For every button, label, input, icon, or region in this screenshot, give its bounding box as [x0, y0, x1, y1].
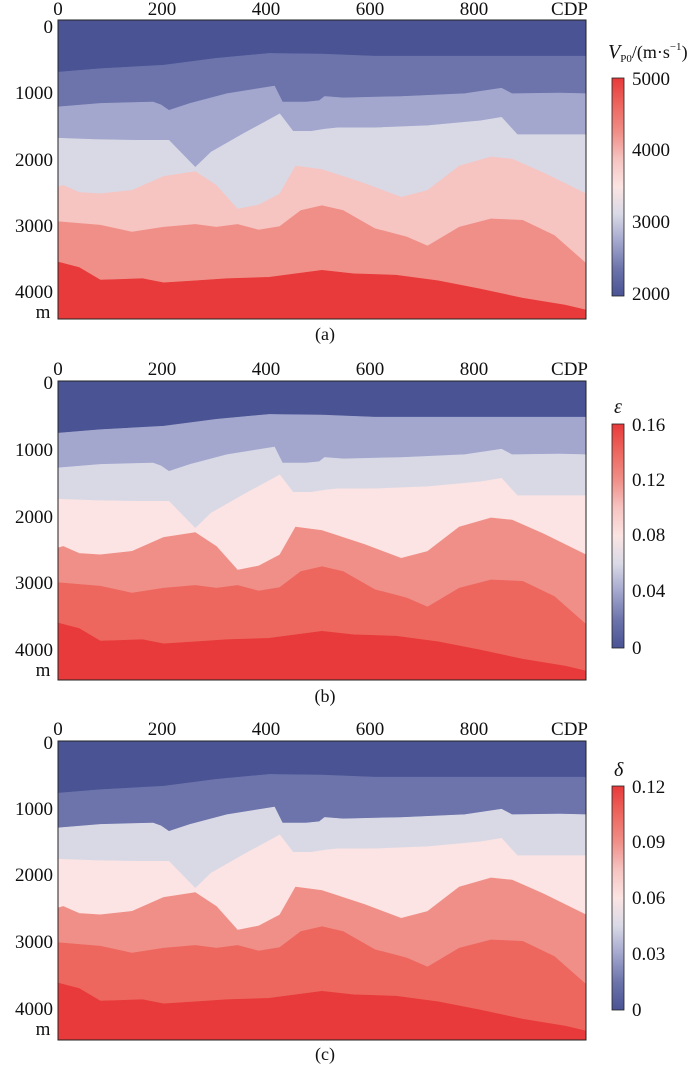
x-tick-label: 200: [148, 719, 177, 740]
y-tick-label: 1000: [15, 83, 53, 104]
panel-b-colorbar: ε 0.16 0.12 0.08 0.04 0: [611, 396, 666, 659]
panel-c-x-ticks: 0 200 400 600 800 CDP: [53, 719, 588, 740]
panel-c-layers: [57, 740, 587, 1041]
colorbar-unit-close: ): [682, 42, 688, 63]
x-tick-label: 400: [252, 0, 281, 20]
x-tick-label: 200: [148, 359, 177, 380]
colorbar-tick: 4000: [632, 140, 670, 161]
x-axis-label: CDP: [551, 719, 588, 740]
y-tick-label: 2000: [15, 507, 53, 528]
colorbar-tick: 5000: [632, 69, 670, 90]
x-tick-label: 600: [356, 0, 385, 20]
x-tick-label: 600: [356, 719, 385, 740]
colorbar-tick: 0.03: [632, 944, 665, 965]
colorbar-var: V: [608, 41, 623, 63]
colorbar-tick: 0: [632, 1000, 642, 1021]
panel-c-caption: (c): [315, 1044, 335, 1065]
colorbar-gradient: [611, 423, 625, 649]
colorbar-title: δ: [614, 759, 624, 781]
x-axis-label: CDP: [551, 0, 588, 20]
panel-a-frame: [57, 19, 587, 320]
colorbar-var-sub: P0: [620, 53, 632, 65]
panel-c-y-ticks: 0 1000 2000 3000 4000 m: [15, 733, 53, 1040]
y-tick-label: 3000: [15, 932, 53, 953]
y-axis-label: m: [36, 1019, 51, 1040]
colorbar-tick: 0: [632, 638, 642, 659]
model-layer-7: [57, 622, 587, 681]
x-tick-label: 800: [460, 719, 489, 740]
colorbar-gradient: [611, 785, 625, 1011]
panel-c: 0 200 400 600 800 CDP 0 1000 2000 3000 4…: [15, 719, 665, 1065]
y-tick-label: 0: [44, 733, 54, 754]
colorbar-tick: 0.09: [632, 832, 665, 853]
x-tick-label: 0: [53, 719, 63, 740]
colorbar-tick: 0.04: [632, 581, 666, 602]
panel-b-caption: (b): [315, 686, 336, 707]
colorbar-tick: 0.12: [632, 470, 665, 491]
y-tick-label: 2000: [15, 150, 53, 171]
colorbar-var: δ: [614, 759, 624, 781]
panel-c-colorbar: δ 0.12 0.09 0.06 0.03 0: [611, 759, 665, 1021]
y-tick-label: 3000: [15, 573, 53, 594]
panel-c-frame: [57, 740, 587, 1041]
x-tick-label: 600: [356, 359, 385, 380]
panel-b-x-ticks: 0 200 400 600 800 CDP: [53, 359, 588, 380]
panel-a-layers: [57, 19, 587, 320]
x-axis-label: CDP: [551, 359, 588, 380]
x-tick-label: 400: [252, 719, 281, 740]
panel-b-frame: [57, 380, 587, 681]
y-tick-label: 4000: [15, 282, 53, 303]
colorbar-title: VP0/(m·s−1): [608, 41, 688, 65]
model-layer-7: [57, 982, 587, 1041]
y-axis-label: m: [36, 302, 51, 323]
panel-a-caption: (a): [315, 324, 335, 345]
y-tick-label: 2000: [15, 865, 53, 886]
y-tick-label: 4000: [15, 640, 53, 661]
colorbar-tick: 2000: [632, 284, 670, 305]
y-tick-label: 4000: [15, 999, 53, 1020]
panel-b-y-ticks: 0 1000 2000 3000 4000 m: [15, 373, 53, 681]
colorbar-unit: /(m·s: [632, 42, 670, 63]
colorbar-var: ε: [614, 396, 622, 418]
x-tick-label: 800: [460, 359, 489, 380]
y-tick-label: 3000: [15, 216, 53, 237]
panel-a: 0 200 400 600 800 CDP 0 1000 2000 3000 4…: [15, 0, 688, 345]
panel-b: 0 200 400 600 800 CDP 0 1000 2000 3000 4…: [15, 359, 666, 707]
x-tick-label: 400: [252, 359, 281, 380]
y-tick-label: 1000: [15, 440, 53, 461]
x-tick-label: 800: [460, 0, 489, 20]
x-tick-label: 0: [53, 359, 63, 380]
y-axis-label: m: [36, 660, 51, 681]
panel-a-y-ticks: 0 1000 2000 3000 4000 m: [15, 17, 53, 323]
colorbar-tick: 0.12: [632, 777, 665, 798]
colorbar-gradient: [611, 77, 625, 297]
model-layer-7: [57, 261, 587, 320]
panel-a-x-ticks: 0 200 400 600 800 CDP: [53, 0, 588, 20]
colorbar-tick: 0.16: [632, 415, 665, 436]
colorbar-tick: 0.06: [632, 888, 665, 909]
panel-a-colorbar: VP0/(m·s−1) 5000 4000 3000 2000: [608, 41, 688, 305]
colorbar-unit-sup: −1: [670, 41, 682, 53]
y-tick-label: 1000: [15, 799, 53, 820]
colorbar-tick: 3000: [632, 212, 670, 233]
colorbar-title: ε: [614, 396, 622, 418]
panel-b-layers: [57, 380, 587, 681]
x-tick-label: 0: [53, 0, 63, 20]
y-tick-label: 0: [44, 373, 54, 394]
x-tick-label: 200: [148, 0, 177, 20]
colorbar-tick: 0.08: [632, 525, 665, 546]
y-tick-label: 0: [44, 17, 54, 38]
